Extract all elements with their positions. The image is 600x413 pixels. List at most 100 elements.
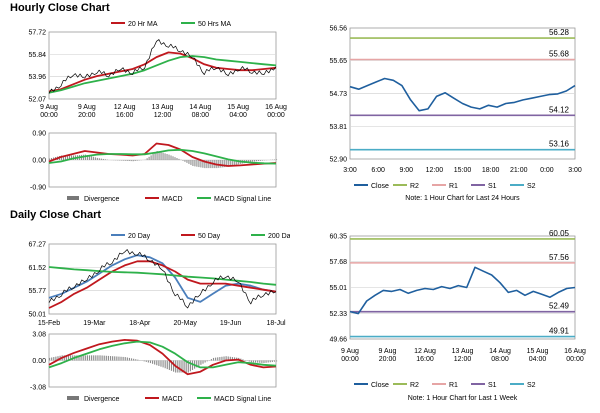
legend-r1-label: R1: [449, 183, 458, 190]
x-tick-label: 19-Mar: [83, 320, 106, 327]
divergence-bar: [174, 157, 176, 160]
chart-note: Note: 1 Hour Chart for Last 1 Week: [408, 395, 518, 402]
divergence-bar: [178, 158, 180, 160]
x-tick-label: 15 Aug 04:00: [227, 104, 249, 119]
y-tick-label: 52.33: [329, 311, 347, 318]
divergence-bar: [189, 360, 191, 372]
y-tick-label: 57.68: [329, 259, 347, 266]
series-200-day: [48, 266, 277, 286]
divergence-bar: [128, 357, 131, 361]
divergence-bar: [248, 360, 250, 362]
legend-divergence-swatch: [67, 396, 79, 400]
divergence-bar: [262, 160, 264, 161]
divergence-bar: [136, 160, 138, 161]
divergence-bar: [154, 152, 156, 160]
legend-s1-label: S1: [488, 183, 497, 190]
divergence-bar: [132, 160, 134, 162]
divergence-bar: [254, 160, 256, 162]
x-tick-label: 14 Aug 08:00: [189, 104, 211, 119]
divergence-bar: [202, 360, 204, 364]
divergence-bar: [103, 355, 105, 361]
divergence-bar: [152, 153, 154, 160]
divergence-bar: [240, 358, 242, 361]
divergence-bar: [147, 360, 149, 363]
level-s1-label: 54.12: [549, 105, 570, 114]
divergence-bar: [49, 158, 51, 160]
divergence-bar: [105, 355, 107, 361]
legend-s1-label: S1: [488, 382, 497, 389]
y-tick-label: 0.00: [32, 158, 46, 165]
legend-50-day-label: 50 Day: [198, 233, 221, 240]
x-tick-label: 15:00: [454, 167, 472, 174]
x-tick-label: 18-Apr: [129, 320, 151, 327]
divergence-bar: [248, 160, 250, 163]
series-macd: [48, 339, 277, 376]
divergence-bar: [112, 356, 114, 361]
divergence-bar: [126, 357, 128, 361]
divergence-bar: [260, 160, 262, 161]
divergence-bar: [172, 156, 174, 160]
price-line: [48, 249, 277, 309]
divergence-bar: [166, 154, 168, 160]
x-tick-label: 15 Aug 04:00: [527, 348, 549, 363]
y-tick-label: 54.73: [329, 91, 347, 98]
divergence-bar: [66, 155, 69, 160]
divergence-bar: [104, 159, 106, 160]
divergence-bar: [65, 355, 67, 361]
x-tick-label: 18-Jul: [266, 320, 286, 327]
divergence-bar: [190, 160, 192, 165]
divergence-bar: [206, 360, 208, 362]
y-tick-label: -3.08: [30, 385, 46, 392]
x-tick-label: 13 Aug 12:00: [152, 104, 174, 119]
legend-20-day-label: 20 Day: [128, 233, 151, 240]
divergence-bar: [135, 359, 137, 361]
divergence-bar: [168, 154, 170, 160]
divergence-bar: [183, 360, 185, 373]
divergence-bar: [118, 160, 120, 161]
section-title-hourly: Hourly Close Chart: [10, 2, 110, 14]
divergence-bar: [276, 159, 278, 160]
legend-divergence-label: Divergence: [84, 396, 120, 403]
divergence-bar: [210, 359, 212, 361]
divergence-bar: [170, 155, 172, 160]
legend-macd-label: MACD: [162, 196, 183, 203]
divergence-bar: [217, 357, 219, 361]
hourly-price-chart: 57.72 55.84 53.96 52.07 20 Hr MA 50 Hrs MA 9 A…: [28, 21, 287, 119]
divergence-bar: [233, 357, 236, 361]
divergence-bar: [257, 360, 259, 363]
x-tick-label: 3:00: [343, 167, 357, 174]
legend-divergence-swatch: [67, 196, 79, 200]
divergence-bar: [166, 360, 168, 370]
divergence-bar: [97, 355, 99, 361]
divergence-bar: [92, 156, 94, 160]
plot-frame: [48, 243, 277, 315]
divergence-bar: [198, 160, 200, 168]
divergence-bar: [100, 158, 102, 160]
divergence-bar: [96, 157, 98, 160]
divergence-bar: [162, 152, 164, 160]
divergence-bar: [109, 356, 112, 361]
divergence-bar: [122, 160, 124, 161]
x-tick-label: 12:00: [426, 167, 444, 174]
divergence-bar: [78, 355, 80, 361]
divergence-bar: [168, 360, 170, 370]
divergence-bar: [261, 360, 263, 363]
y-tick-label: 52.07: [28, 97, 46, 104]
divergence-bar: [226, 160, 228, 167]
divergence-bar: [200, 360, 202, 365]
divergence-bar: [156, 360, 158, 366]
divergence-bar: [194, 160, 196, 167]
x-tick-label: 15-Feb: [38, 320, 60, 327]
divergence-bar: [259, 360, 261, 363]
divergence-bar: [84, 154, 86, 160]
x-tick-label: 9:00: [399, 167, 413, 174]
divergence-bar: [267, 360, 269, 363]
divergence-bar: [204, 360, 206, 363]
divergence-bar: [68, 155, 71, 160]
level-s1-label: 52.49: [549, 302, 570, 311]
y-tick-label: 52.90: [329, 157, 347, 164]
divergence-bar: [187, 360, 189, 373]
x-tick-label: 9 Aug 20:00: [78, 104, 96, 119]
divergence-bar: [164, 360, 166, 369]
divergence-bar: [160, 152, 162, 160]
